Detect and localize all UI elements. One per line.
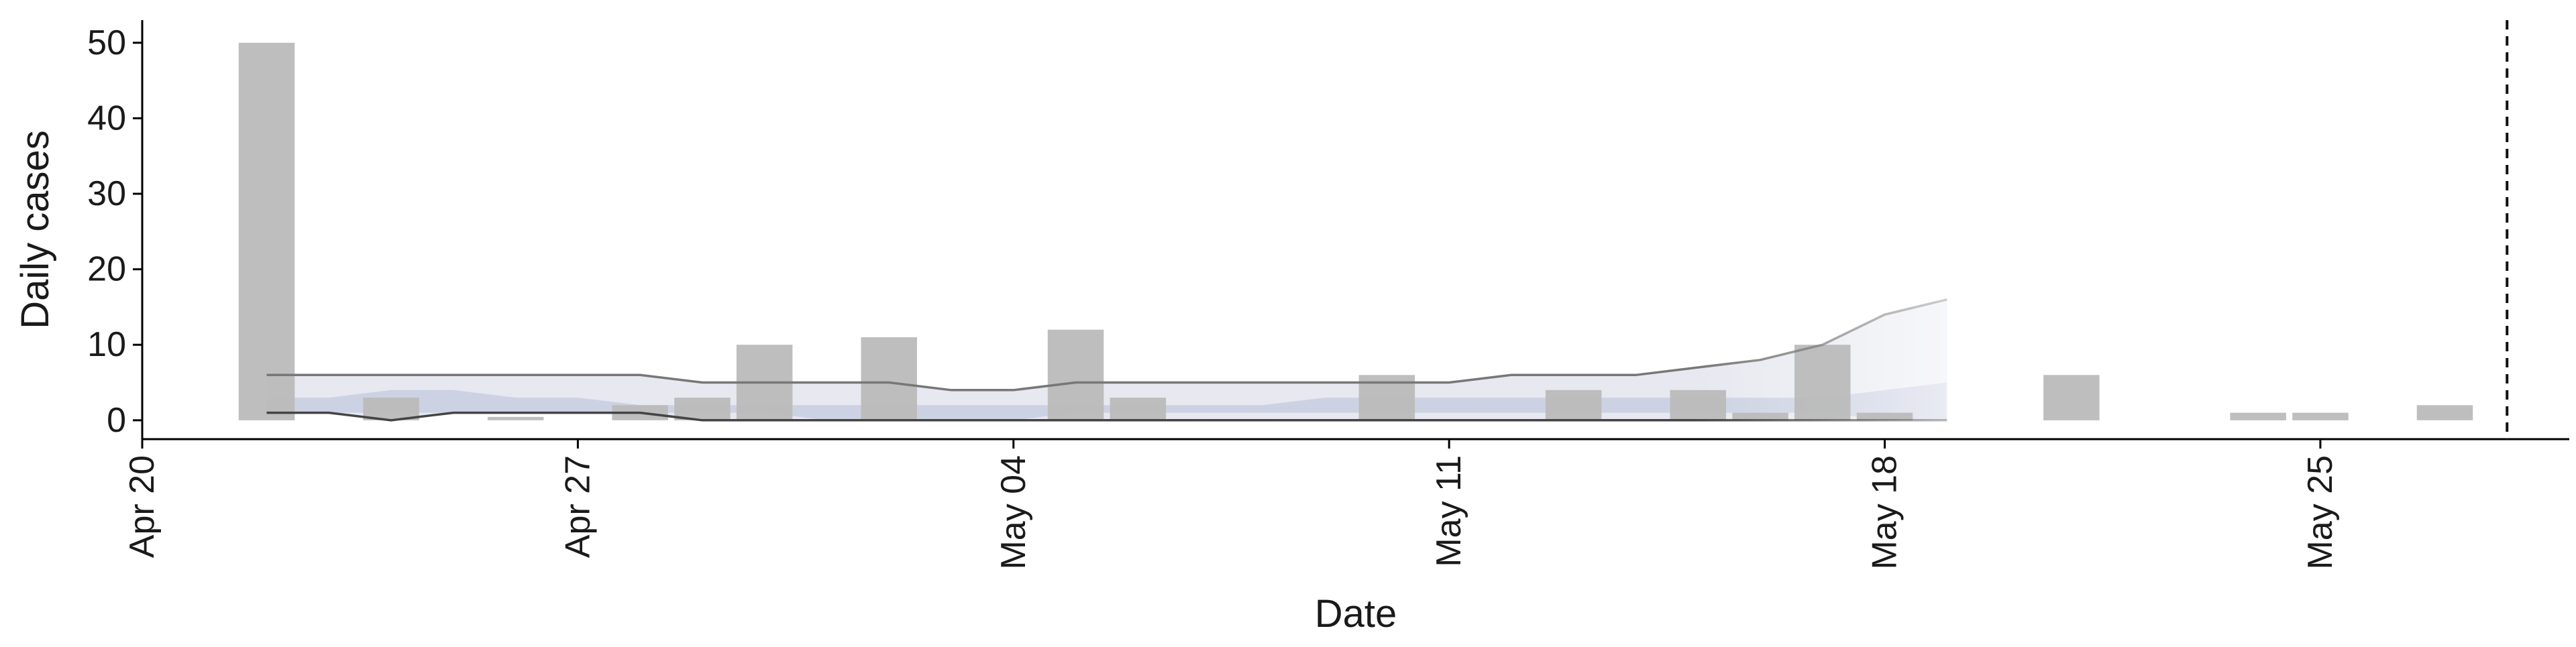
y-axis-label: Daily cases — [13, 130, 57, 329]
x-tick-label: Apr 27 — [558, 455, 597, 558]
y-tick-label: 50 — [87, 23, 126, 62]
x-tick-label: May 04 — [994, 455, 1033, 570]
bar — [1110, 398, 1167, 420]
y-tick-label: 10 — [87, 325, 126, 364]
lower-bound-line — [266, 411, 1947, 422]
x-tick-label: May 25 — [2301, 455, 2340, 570]
outer-band — [266, 299, 1947, 420]
bar — [1047, 329, 1104, 420]
y-tick-label: 20 — [87, 250, 126, 289]
y-tick-label: 30 — [87, 174, 126, 213]
bar — [1794, 345, 1851, 420]
bar — [2292, 412, 2349, 420]
bar — [674, 398, 731, 420]
x-tick-label: Apr 20 — [123, 455, 162, 558]
bar — [238, 42, 295, 420]
bar — [2416, 405, 2473, 420]
y-tick-label: 0 — [107, 401, 126, 440]
bar — [1856, 412, 1913, 420]
daily-case-bars — [238, 42, 2473, 420]
x-axis-label: Date — [1315, 592, 1397, 636]
band-edge-lines — [266, 298, 1947, 422]
bar — [861, 337, 917, 420]
bar — [2043, 375, 2100, 420]
x-tick-label: May 11 — [1430, 455, 1468, 567]
bar — [1670, 390, 1726, 420]
bar — [1545, 390, 1602, 420]
bar — [363, 398, 419, 420]
bar — [2230, 412, 2286, 420]
x-axis-ticks: Apr 20 Apr 27 May 04 May 11 May 18 May 25 — [123, 439, 2340, 570]
bar — [1732, 412, 1788, 420]
y-axis-ticks: 0 10 20 30 40 50 — [87, 23, 142, 440]
bar — [487, 416, 544, 420]
x-tick-label: May 18 — [1866, 455, 1904, 570]
upper-bound-line — [266, 298, 1947, 392]
axes — [141, 20, 2569, 440]
y-tick-label: 40 — [87, 99, 126, 137]
